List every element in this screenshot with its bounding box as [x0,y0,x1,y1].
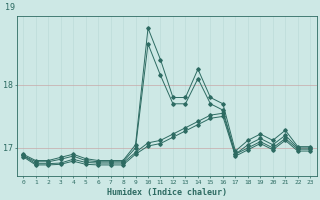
Text: 19: 19 [5,3,15,12]
X-axis label: Humidex (Indice chaleur): Humidex (Indice chaleur) [107,188,227,197]
